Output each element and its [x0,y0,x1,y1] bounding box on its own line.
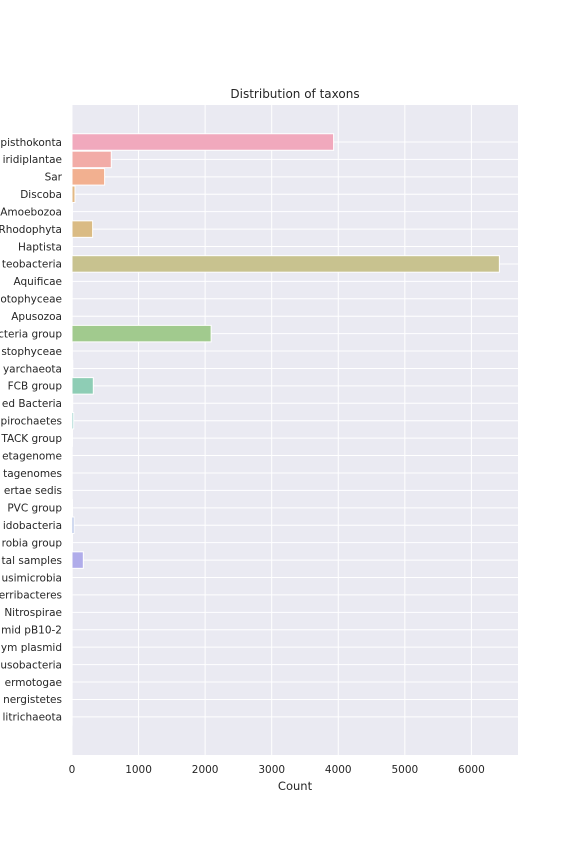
y-tick-label: FCB group [8,381,63,393]
bar [71,516,75,534]
bar [71,499,74,517]
bar [71,133,335,151]
y-tick-label: pirochaetes [1,416,62,428]
y-tick-label: ym plasmid [1,642,62,654]
bar [71,533,74,552]
y-tick-label: cteria group [0,328,62,340]
x-tick-label: 3000 [258,764,285,776]
y-tick-label: usimicrobia [2,572,63,584]
bar [71,551,84,569]
plot-background [72,105,518,755]
x-tick-label: 1000 [125,764,152,776]
y-tick-label: PVC group [7,503,62,515]
y-tick-label: litrichaeota [3,712,62,724]
bar [71,185,76,204]
y-tick-label: tagenomes [3,468,62,480]
bar [71,394,74,413]
bar [71,324,212,343]
y-tick-label: etagenome [2,450,62,462]
bar [71,255,500,273]
y-tick-label: ertae sedis [4,485,62,497]
y-tick-label: idobacteria [3,520,62,532]
x-tick-label: 5000 [391,764,418,776]
bar [71,220,94,238]
x-tick-label: 2000 [192,764,219,776]
y-tick-label: yarchaeota [3,363,62,375]
y-tick-label: iridiplantae [3,154,62,166]
y-tick-label: TACK group [0,433,62,445]
y-tick-label: otophyceae [0,294,62,306]
gridlines [71,105,518,755]
y-tick-label: ermotogae [5,677,62,689]
x-tick-labels: 0 1000 2000 3000 4000 5000 6000 [69,764,485,776]
y-tick-label: Discoba [20,189,62,201]
chart-title: Distribution of taxons [230,87,359,101]
bar [71,377,94,395]
y-tick-label: Nitrospirae [4,607,62,619]
y-tick-label: usobacteria [0,659,62,671]
y-tick-label: tal samples [2,555,62,567]
y-tick-label: stophyceae [1,346,62,358]
y-tick-label: Apusozoa [11,311,62,323]
bar [71,202,74,221]
bar [71,168,106,186]
y-tick-label: Aquificae [13,276,62,288]
y-tick-label: Amoebozoa [0,206,62,218]
bar [71,429,74,447]
y-tick-labels: pisthokonta iridiplantae Sar Discoba Amoeboz… [0,137,63,724]
y-tick-label: Rhodophyta [0,224,62,236]
bars [71,133,500,726]
y-tick-label: Haptista [18,241,62,253]
x-tick-label: 4000 [325,764,352,776]
y-tick-label: Sar [45,172,63,184]
y-tick-label: mid pB10-2 [1,625,62,637]
bar [71,411,75,430]
y-tick-label: robia group [2,537,63,549]
y-tick-label: erribacteres [0,590,62,602]
x-tick-label: 6000 [458,764,485,776]
y-tick-label: nergistetes [3,694,62,706]
bar [71,150,112,169]
y-tick-label: teobacteria [2,259,62,271]
x-tick-label: 0 [69,764,76,776]
x-axis-label: Count [278,779,313,793]
y-tick-label: pisthokonta [0,137,62,149]
bar [71,359,74,378]
y-tick-label: ed Bacteria [2,398,62,410]
